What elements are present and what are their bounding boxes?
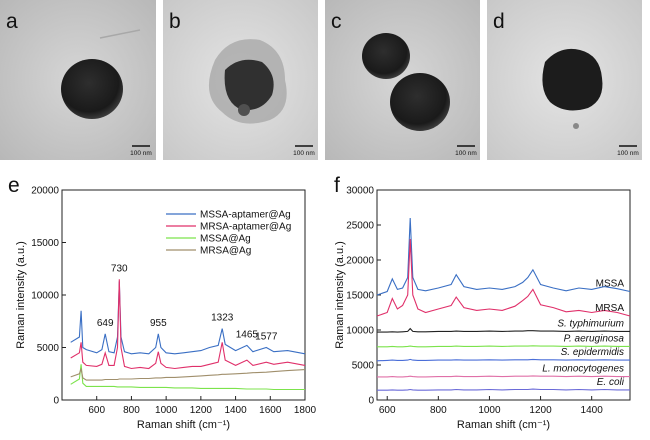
series-label: MSSA [596,279,625,290]
series-line [70,279,306,370]
legend-label: MSSA@Ag [200,234,251,245]
x-tick-label: 1200 [529,405,552,416]
x-tick-label: 1400 [224,405,247,416]
panel-label: e [8,174,20,197]
series-line [70,368,306,381]
x-tick-label: 1600 [259,405,282,416]
peak-label: 1323 [211,313,234,324]
tem-panel-a [0,0,156,160]
x-tick-label: 600 [88,405,105,416]
peak-label: 649 [97,318,114,329]
x-tick-label: 800 [123,405,140,416]
y-tick-label: 10000 [31,291,59,302]
peak-label: 955 [150,318,167,329]
x-tick-label: 800 [430,405,447,416]
series-line [377,375,630,378]
series-label: E. coli [597,377,625,388]
y-tick-label: 0 [368,396,374,407]
y-tick-label: 10000 [346,326,374,337]
series-line [377,388,630,391]
y-tick-label: 15000 [346,291,374,302]
x-tick-label: 600 [379,405,396,416]
series-label: L. monocytogenes [542,364,624,375]
tem-panel-d [487,0,642,160]
x-tick-label: 1400 [581,405,604,416]
y-tick-label: 5000 [352,361,375,372]
x-tick-label: 1800 [294,405,317,416]
series-line [376,217,631,296]
legend-label: MRSA-aptamer@Ag [200,222,291,233]
x-tick-label: 1200 [190,405,213,416]
series-line [376,358,630,362]
series-line [377,345,630,348]
y-axis-label: Raman intensity (a.u.) [15,241,27,349]
peak-label: 1577 [255,332,278,343]
panel-label: f [334,174,340,197]
panel-label: a [6,10,18,33]
scale-bar-label: 100 nm [617,150,639,157]
x-axis-label: Raman shift (cm⁻¹) [137,419,230,431]
y-tick-label: 30000 [346,186,374,197]
legend-label: MSSA-aptamer@Ag [200,210,291,221]
peak-label: 1465 [236,329,259,340]
series-line [70,281,306,355]
y-tick-label: 25000 [346,221,374,232]
y-tick-label: 20000 [346,256,374,267]
y-axis-label: Raman intensity (a.u.) [334,241,346,349]
y-tick-label: 0 [53,396,59,407]
tem-panel-c [325,0,480,160]
x-tick-label: 1000 [478,405,501,416]
panel-label: d [493,10,505,33]
scale-bar-label: 100 nm [130,150,152,157]
scale-bar-label: 100 nm [455,150,477,157]
series-label: P. aeruginosa [564,333,625,344]
x-axis-label: Raman shift (cm⁻¹) [457,419,550,431]
legend-label: MRSA@Ag [200,246,251,257]
y-tick-label: 15000 [31,238,59,249]
series-label: MRSA [595,303,624,314]
scale-bar-label: 100 nm [293,150,315,157]
y-tick-label: 5000 [37,343,60,354]
series-line [70,364,305,391]
series-label: S. typhimurium [557,318,624,329]
series-label: S. epidermidis [561,347,624,358]
tem-panel-b [163,0,318,160]
panel-label: b [169,10,181,33]
series-line [377,327,630,333]
peak-label: 730 [111,263,128,274]
panel-label: c [331,10,342,33]
series-line [376,238,631,317]
x-tick-label: 1000 [155,405,178,416]
y-tick-label: 20000 [31,186,59,197]
